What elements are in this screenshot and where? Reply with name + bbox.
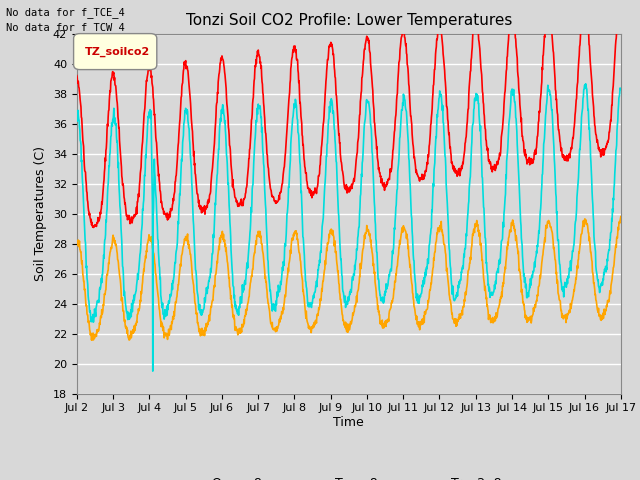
Text: No data for f_TCW_4: No data for f_TCW_4	[6, 22, 125, 33]
Legend: Open -8cm, Tree -8cm, Tree2 -8cm: Open -8cm, Tree -8cm, Tree2 -8cm	[172, 472, 525, 480]
Text: TZ_soilco2: TZ_soilco2	[85, 47, 150, 57]
X-axis label: Time: Time	[333, 416, 364, 429]
Title: Tonzi Soil CO2 Profile: Lower Temperatures: Tonzi Soil CO2 Profile: Lower Temperatur…	[186, 13, 512, 28]
Y-axis label: Soil Temperatures (C): Soil Temperatures (C)	[35, 146, 47, 281]
Text: No data for f_TCE_4: No data for f_TCE_4	[6, 7, 125, 18]
